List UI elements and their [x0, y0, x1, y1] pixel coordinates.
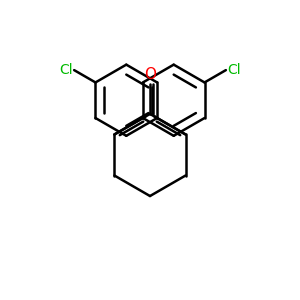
Text: O: O [144, 67, 156, 82]
Text: Cl: Cl [59, 63, 73, 77]
Text: Cl: Cl [227, 63, 241, 77]
